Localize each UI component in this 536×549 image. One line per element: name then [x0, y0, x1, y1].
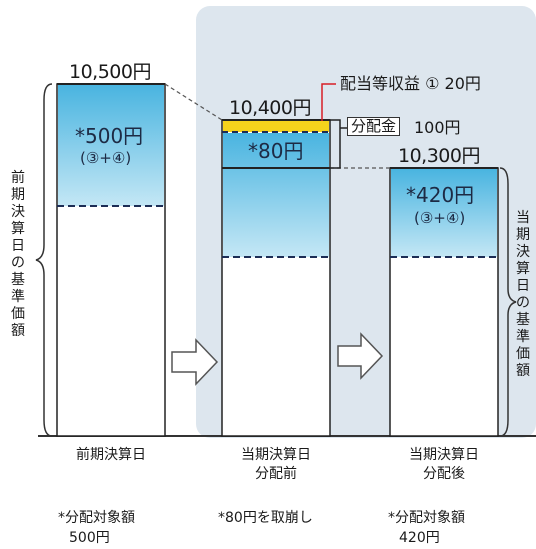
- distribution-value: 100円: [414, 118, 461, 137]
- bar-after-value: 10,300円: [398, 145, 480, 167]
- bar-before-income: [223, 121, 329, 132]
- income-leader: [321, 83, 336, 121]
- bar-previous-inner-main: *500円: [75, 124, 144, 148]
- bar-after-inner-sub: (③+④): [414, 209, 466, 227]
- note-previous: *分配対象額 500円: [58, 510, 135, 547]
- income-callout: 配当等収益 ① 20円: [340, 74, 481, 93]
- note-before: *80円を取崩し: [218, 510, 313, 526]
- bar-before-inner-main: *80円: [248, 139, 304, 163]
- right-brace: [499, 167, 517, 437]
- bar-before: [221, 119, 331, 437]
- left-side-label: 前期決算日の基準価額: [11, 170, 25, 339]
- bar-before-distributable: [223, 133, 329, 257]
- distribution-label: 分配金: [347, 117, 401, 136]
- bar-previous-value: 10,500円: [69, 61, 151, 83]
- arrow-right-icon: [337, 332, 384, 380]
- x-label-before: 当期決算日 分配前: [241, 447, 311, 482]
- bar-after-distributable: [391, 169, 497, 257]
- distribution-bracket: [330, 119, 341, 169]
- x-label-after: 当期決算日 分配後: [409, 447, 479, 482]
- left-brace: [35, 83, 53, 437]
- bar-previous-distributable: [58, 85, 164, 206]
- connector-previous-before: [164, 83, 223, 121]
- x-label-previous: 前期決算日: [76, 447, 146, 463]
- bar-previous-inner-sub: (③+④): [80, 149, 132, 167]
- bar-after-inner-main: *420円: [406, 183, 475, 207]
- bar-after: [389, 167, 499, 437]
- bar-previous: [56, 83, 166, 437]
- right-side-label: 当期決算日の基準価額: [516, 210, 530, 379]
- bar-before-value: 10,400円: [229, 97, 311, 119]
- arrow-right-icon: [171, 338, 219, 386]
- note-after: *分配対象額 420円: [388, 510, 465, 547]
